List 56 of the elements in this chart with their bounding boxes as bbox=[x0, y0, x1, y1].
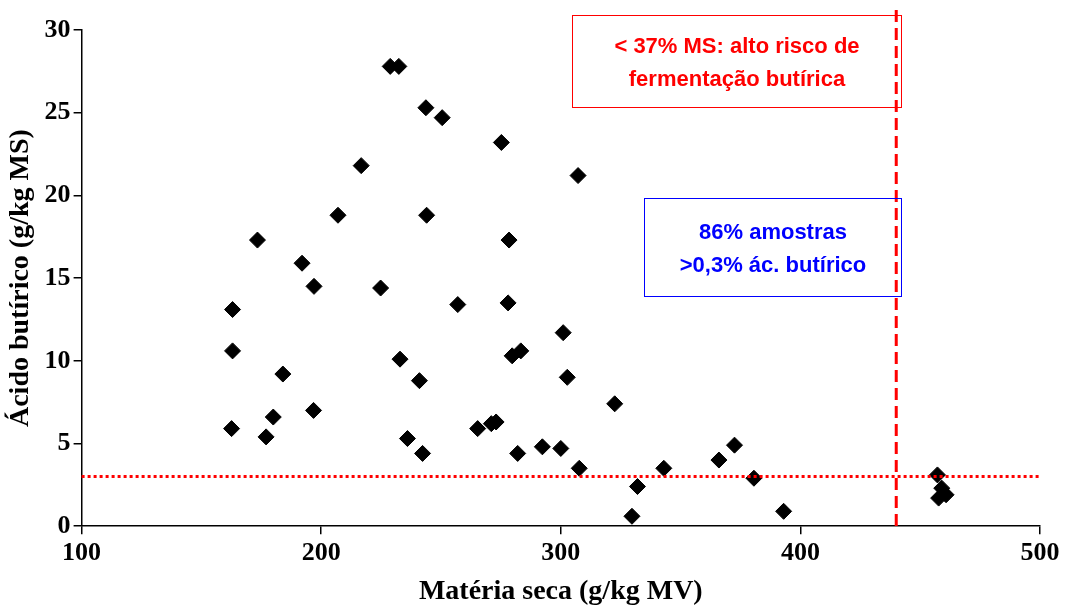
y-tick-label: 15 bbox=[44, 261, 71, 291]
x-tick-label: 100 bbox=[62, 536, 102, 566]
point bbox=[417, 99, 435, 117]
x-tick-label: 200 bbox=[301, 536, 341, 566]
y-tick-label: 30 bbox=[44, 13, 71, 43]
y-tick-label: 5 bbox=[57, 427, 71, 457]
y-tick-label: 0 bbox=[57, 509, 71, 539]
y-tick-label: 20 bbox=[44, 179, 71, 209]
annotation: 86% amostras >0,3% ác. butírico bbox=[644, 198, 902, 297]
point bbox=[533, 438, 551, 456]
point bbox=[274, 365, 292, 383]
x-tick-label: 500 bbox=[1020, 536, 1060, 566]
point bbox=[512, 342, 530, 360]
point bbox=[224, 301, 242, 319]
x-tick-label: 300 bbox=[541, 536, 581, 566]
point bbox=[398, 430, 416, 448]
point bbox=[248, 231, 266, 249]
point bbox=[418, 206, 436, 224]
point bbox=[558, 368, 576, 386]
point bbox=[305, 277, 323, 295]
point bbox=[500, 231, 518, 249]
point bbox=[499, 294, 517, 312]
point bbox=[469, 420, 487, 438]
point bbox=[391, 350, 409, 368]
point bbox=[414, 444, 432, 462]
point bbox=[552, 439, 570, 457]
point bbox=[569, 167, 587, 185]
point bbox=[628, 478, 646, 495]
point bbox=[372, 279, 390, 297]
point bbox=[606, 395, 624, 413]
point bbox=[710, 451, 728, 469]
point bbox=[655, 459, 673, 477]
point bbox=[554, 324, 572, 342]
point bbox=[726, 436, 744, 454]
point bbox=[305, 401, 323, 419]
annotation: < 37% MS: alto risco de fermentação butírica bbox=[572, 15, 902, 108]
point bbox=[264, 408, 282, 426]
point bbox=[509, 444, 527, 462]
x-axis-title: Matéria seca (g/kg MV) bbox=[418, 574, 703, 606]
point bbox=[449, 296, 467, 314]
point bbox=[224, 342, 242, 360]
point bbox=[352, 157, 370, 175]
point bbox=[223, 420, 241, 438]
point bbox=[433, 109, 451, 127]
point bbox=[257, 428, 275, 446]
point bbox=[410, 372, 428, 390]
point bbox=[570, 459, 588, 477]
point bbox=[775, 502, 793, 520]
point bbox=[329, 206, 347, 224]
y-axis-title: Ácido butírico (g/kg MS) bbox=[3, 129, 35, 428]
y-tick-label: 25 bbox=[44, 96, 71, 126]
point bbox=[293, 254, 311, 272]
x-tick-label: 400 bbox=[780, 536, 820, 566]
point bbox=[492, 133, 510, 151]
y-tick-label: 10 bbox=[44, 344, 71, 374]
point bbox=[623, 507, 641, 525]
